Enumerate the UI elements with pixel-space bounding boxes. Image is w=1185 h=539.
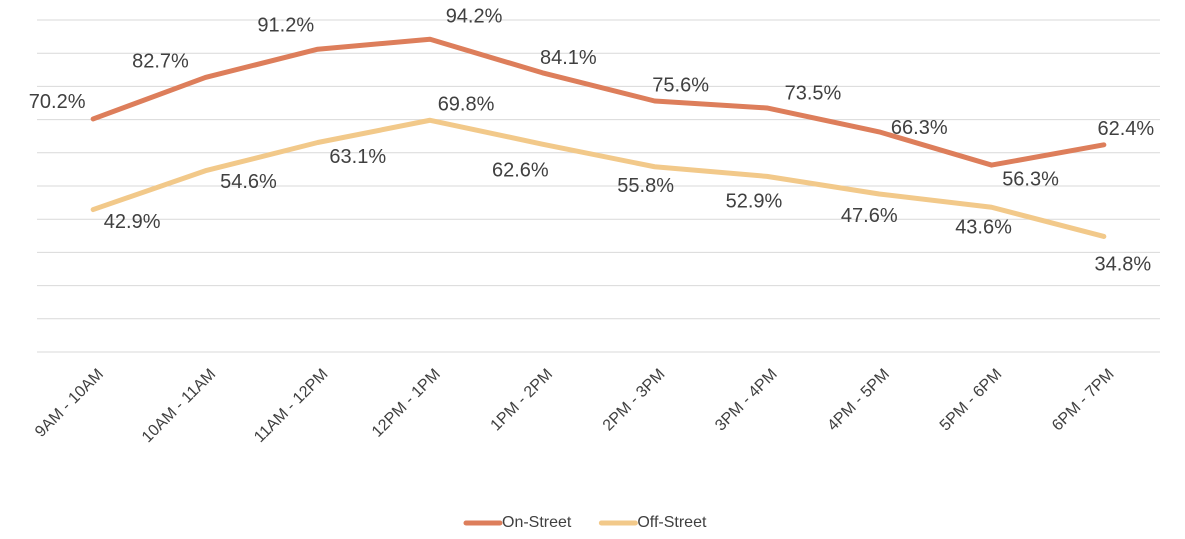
data-label: 34.8% [1094,254,1151,276]
data-label: 94.2% [446,6,503,28]
data-label: 43.6% [955,217,1012,239]
x-tick-label: 9AM - 10AM [32,366,107,441]
data-label: 70.2% [29,91,86,113]
data-label: 69.8% [438,94,495,116]
line-series [90,36,1107,168]
data-label: 62.6% [492,159,549,181]
data-label: 75.6% [652,74,709,96]
legend-label: On-Street [502,514,572,531]
x-tick-label: 4PM - 5PM [824,366,893,435]
x-tick-label: 11AM - 12PM [251,366,331,446]
data-label: 47.6% [841,205,898,227]
data-label: 52.9% [726,191,783,213]
data-label: 55.8% [617,175,674,197]
x-tick-label: 12PM - 1PM [369,366,444,441]
data-label: 42.9% [104,211,161,233]
data-label: 82.7% [132,51,189,73]
data-label: 54.6% [220,171,277,193]
data-label: 62.4% [1097,118,1154,140]
data-label: 56.3% [1002,168,1059,190]
data-label: 84.1% [540,47,597,69]
line-series [90,117,1107,239]
x-tick-label: 1PM - 2PM [488,366,557,435]
x-tick-label: 5PM - 6PM [937,366,1006,435]
x-tick-label: 2PM - 3PM [600,366,669,435]
x-tick-label: 10AM - 11AM [139,366,219,446]
data-label: 66.3% [891,117,948,139]
data-label: 63.1% [329,146,386,168]
data-label: 73.5% [785,82,842,104]
legend-label: Off-Street [637,514,707,531]
data-label: 91.2% [257,14,314,36]
x-tick-label: 6PM - 7PM [1049,366,1118,435]
x-tick-label: 3PM - 4PM [712,366,781,435]
